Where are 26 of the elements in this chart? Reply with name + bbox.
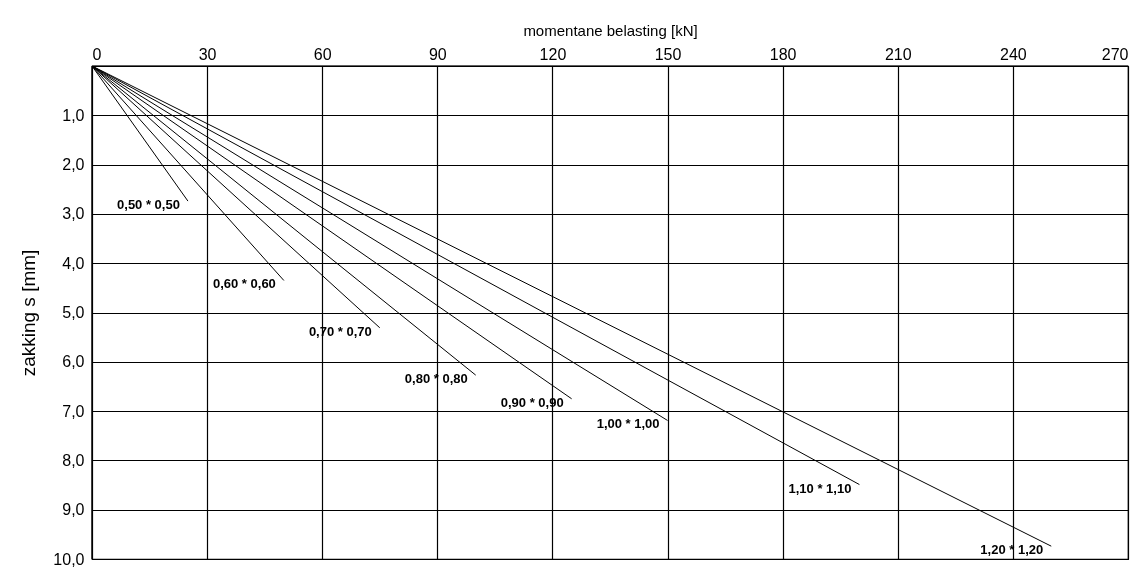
x-tick-label: 120 bbox=[539, 45, 567, 63]
x-tick-label: 90 bbox=[428, 45, 447, 63]
y-tick-label: 9,0 bbox=[62, 501, 85, 519]
x-tick-label: 150 bbox=[654, 45, 682, 63]
x-tick-label: 240 bbox=[1000, 45, 1027, 63]
y-tick-label: 8,0 bbox=[62, 451, 85, 469]
x-tick-label: 30 bbox=[198, 45, 217, 63]
y-tick-label: 2,0 bbox=[62, 156, 85, 174]
y-tick-label: 10,0 bbox=[53, 550, 85, 568]
x-tick-label: 0 bbox=[92, 45, 102, 63]
y-tick-label: 1,0 bbox=[62, 106, 85, 124]
x-tick-label: 180 bbox=[769, 45, 797, 63]
x-tick-label: 60 bbox=[313, 45, 332, 63]
y-tick-label: 4,0 bbox=[62, 254, 85, 272]
y-tick-label: 5,0 bbox=[62, 304, 85, 321]
series-label: 0,50 * 0,50 bbox=[117, 197, 180, 213]
x-axis-title: momentane belasting [kN] bbox=[523, 21, 698, 39]
x-tick-label: 270 bbox=[1101, 45, 1129, 63]
series-label: 1,00 * 1,00 bbox=[596, 416, 660, 432]
x-tick-label: 210 bbox=[884, 45, 912, 63]
y-axis-title: zakking s [mm] bbox=[18, 249, 40, 377]
series-label: 0,60 * 0,60 bbox=[212, 276, 276, 292]
y-tick-label: 3,0 bbox=[62, 205, 85, 223]
series-label: 1,10 * 1,10 bbox=[788, 480, 852, 496]
y-tick-label: 6,0 bbox=[62, 353, 85, 371]
y-tick-label: 7,0 bbox=[62, 402, 85, 420]
